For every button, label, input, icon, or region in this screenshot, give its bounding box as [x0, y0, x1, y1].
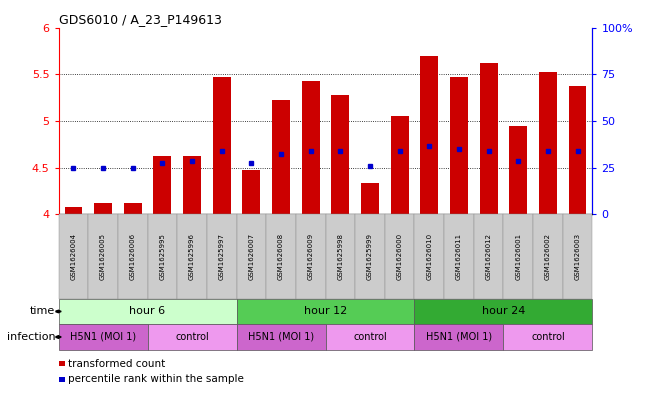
Text: GDS6010 / A_23_P149613: GDS6010 / A_23_P149613 — [59, 13, 221, 26]
Bar — [421, 55, 438, 214]
Text: percentile rank within the sample: percentile rank within the sample — [68, 374, 243, 384]
Text: GSM1626000: GSM1626000 — [396, 233, 402, 280]
Text: hour 24: hour 24 — [482, 307, 525, 316]
Text: GSM1626009: GSM1626009 — [308, 233, 314, 280]
Text: GSM1626003: GSM1626003 — [575, 233, 581, 280]
Bar — [361, 184, 379, 214]
Text: GSM1626007: GSM1626007 — [249, 233, 255, 280]
Text: GSM1625996: GSM1625996 — [189, 233, 195, 280]
Bar — [154, 156, 171, 214]
Bar — [569, 86, 587, 214]
Text: control: control — [531, 332, 565, 342]
Bar — [272, 100, 290, 214]
Bar — [213, 77, 230, 214]
Bar — [302, 81, 320, 214]
Bar — [450, 77, 468, 214]
Bar — [64, 207, 82, 214]
Text: hour 12: hour 12 — [304, 307, 347, 316]
Bar — [94, 203, 112, 214]
Text: H5N1 (MOI 1): H5N1 (MOI 1) — [248, 332, 314, 342]
Text: GSM1626005: GSM1626005 — [100, 233, 106, 280]
Text: GSM1626010: GSM1626010 — [426, 233, 432, 280]
Text: GSM1626011: GSM1626011 — [456, 233, 462, 280]
Bar — [480, 63, 497, 214]
Text: GSM1626004: GSM1626004 — [70, 233, 76, 280]
Text: control: control — [175, 332, 209, 342]
Text: GSM1626008: GSM1626008 — [278, 233, 284, 280]
Text: GSM1625999: GSM1625999 — [367, 233, 373, 280]
Text: H5N1 (MOI 1): H5N1 (MOI 1) — [70, 332, 136, 342]
Bar — [242, 170, 260, 214]
Text: infection: infection — [7, 332, 55, 342]
Text: GSM1625997: GSM1625997 — [219, 233, 225, 280]
Text: GSM1626001: GSM1626001 — [516, 233, 521, 280]
Bar — [509, 125, 527, 214]
Text: GSM1626002: GSM1626002 — [545, 233, 551, 280]
Bar — [391, 116, 409, 214]
Text: transformed count: transformed count — [68, 358, 165, 369]
Bar — [331, 95, 349, 214]
Text: GSM1626012: GSM1626012 — [486, 233, 492, 280]
Text: GSM1625998: GSM1625998 — [337, 233, 343, 280]
Bar — [539, 72, 557, 214]
Text: GSM1625995: GSM1625995 — [159, 233, 165, 280]
Text: hour 6: hour 6 — [130, 307, 165, 316]
Bar — [124, 203, 142, 214]
Bar — [183, 156, 201, 214]
Text: H5N1 (MOI 1): H5N1 (MOI 1) — [426, 332, 492, 342]
Text: control: control — [353, 332, 387, 342]
Text: time: time — [30, 307, 55, 316]
Text: GSM1626006: GSM1626006 — [130, 233, 135, 280]
